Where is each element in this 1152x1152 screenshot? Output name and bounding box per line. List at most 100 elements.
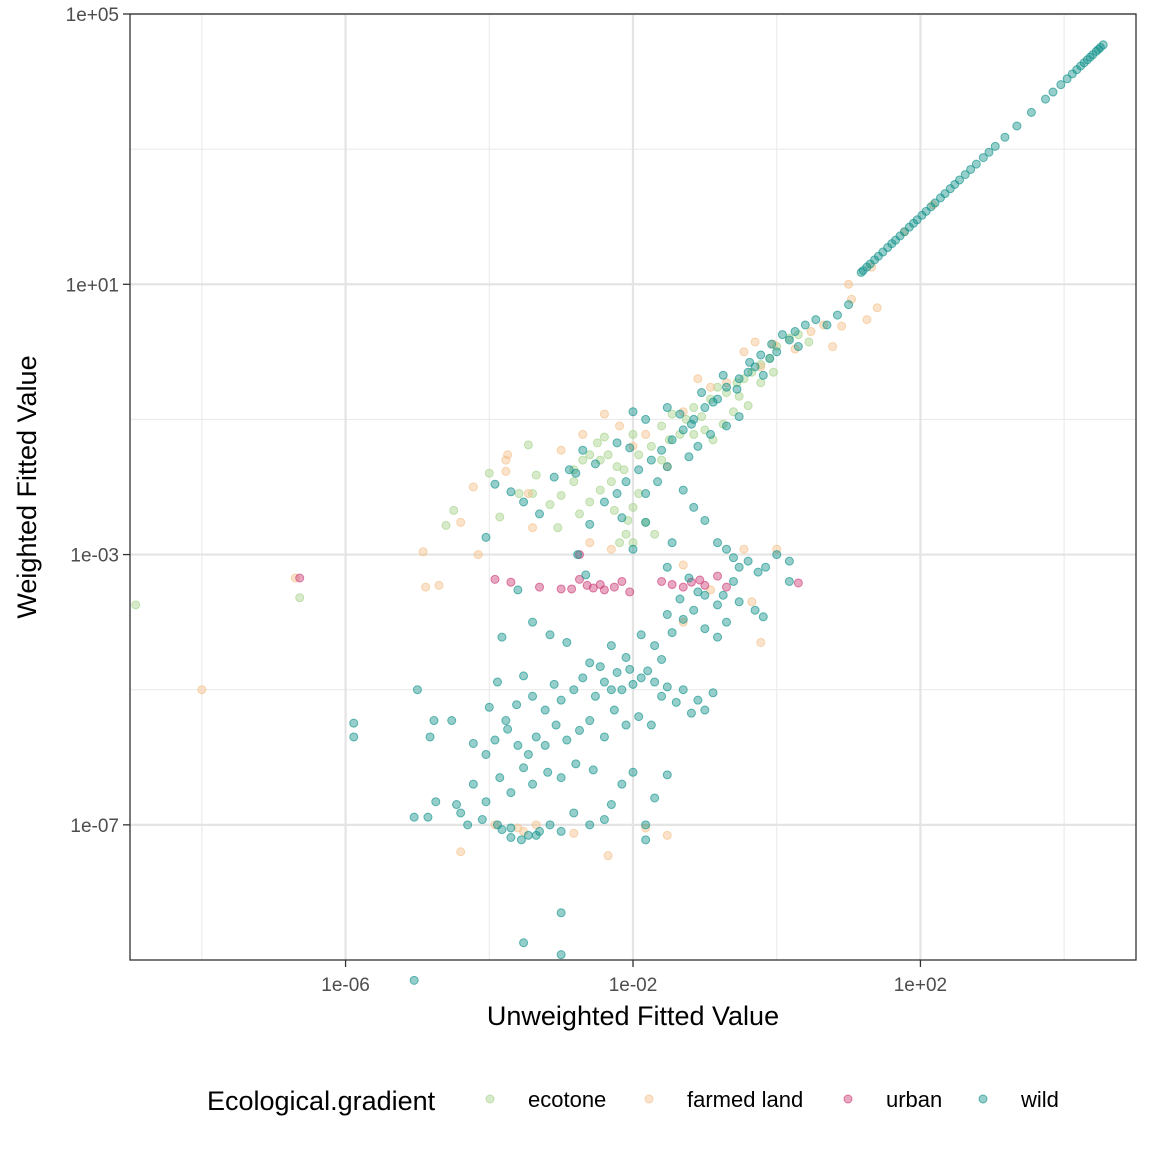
data-point-wild [628, 767, 638, 777]
data-point-wild [678, 485, 688, 495]
data-point-wild [657, 655, 667, 664]
data-point-wild [447, 716, 457, 726]
data-point-wild [756, 350, 766, 360]
data-point-wild [844, 300, 854, 310]
data-point-wild [523, 830, 533, 840]
data-point-wild [497, 632, 507, 642]
data-point-ecotone [484, 468, 494, 478]
legend-key-farmed-land [644, 1094, 654, 1104]
data-point-wild [556, 695, 566, 705]
data-point-wild [519, 671, 529, 681]
data-points [131, 40, 1108, 985]
data-point-urban [657, 576, 667, 586]
data-point-wild [662, 462, 672, 472]
data-point-wild [667, 435, 677, 445]
data-point-wild [1040, 94, 1050, 104]
data-point-ecotone [606, 477, 616, 487]
data-point-farmed-land [641, 429, 651, 439]
data-point-wild [743, 367, 753, 377]
legend-key-urban [843, 1094, 853, 1104]
data-point-wild [700, 515, 710, 525]
data-point-wild [423, 812, 433, 822]
data-point-urban [588, 583, 598, 593]
data-point-wild [628, 407, 638, 417]
data-point-farmed-land [819, 320, 829, 330]
data-point-farmed-land [721, 378, 731, 388]
data-point-ecotone [556, 490, 566, 500]
data-point-wild [573, 550, 583, 560]
data-point-wild [667, 538, 677, 548]
data-point-wild [689, 414, 699, 424]
data-point-wild [772, 550, 782, 560]
data-point-ecotone [804, 337, 814, 347]
legend-label-farmed-land: farmed land [687, 1087, 803, 1112]
data-point-wild [636, 673, 646, 683]
data-point-ecotone [675, 429, 685, 439]
data-point-urban [567, 584, 577, 594]
data-point-farmed-land [501, 455, 511, 465]
data-point-ecotone [592, 438, 602, 448]
data-point-wild [966, 164, 976, 174]
data-point-wild [519, 497, 529, 507]
data-point-wild [700, 624, 710, 634]
data-point-wild [513, 740, 523, 750]
data-point-wild [753, 567, 763, 577]
data-point-farmed-land [490, 820, 500, 830]
data-point-wild [657, 691, 667, 701]
data-point-farmed-land [603, 851, 613, 861]
data-point-wild [1098, 40, 1108, 50]
data-point-wild [650, 641, 660, 651]
data-point-wild [556, 773, 566, 783]
data-point-wild [784, 335, 794, 345]
data-point-wild [641, 820, 651, 830]
data-point-wild [675, 409, 685, 419]
data-point-wild [728, 576, 738, 586]
data-point-wild [657, 445, 667, 455]
data-point-wild [750, 605, 760, 615]
data-point-wild [549, 679, 559, 689]
data-point-wild [617, 513, 627, 523]
data-point-urban [721, 582, 731, 592]
data-point-ecotone [657, 455, 667, 465]
data-point-wild [662, 609, 672, 619]
data-point-ecotone [713, 382, 723, 392]
data-point-wild [684, 452, 694, 462]
data-point-ecotone [131, 600, 141, 610]
data-point-wild [484, 702, 494, 712]
data-point-wild [599, 677, 609, 687]
data-point-urban [506, 577, 516, 587]
data-point-farmed-land [599, 409, 609, 419]
data-point-wild [599, 732, 609, 742]
data-point-farmed-land [501, 466, 511, 476]
data-point-ecotone [646, 441, 656, 451]
data-point-wild [721, 421, 731, 431]
data-point-wild [832, 310, 842, 320]
data-point-farmed-land [739, 347, 749, 357]
data-point-wild [590, 459, 600, 469]
data-point-wild [684, 573, 694, 583]
data-point-wild [556, 826, 566, 836]
data-point-wild [503, 724, 513, 734]
data-point-wild [718, 590, 728, 600]
x-axis-ticks: 1e-06 1e-02 1e+02 [321, 960, 947, 996]
data-point-wild [621, 652, 631, 662]
data-point-wild [772, 347, 782, 357]
data-point-wild [758, 370, 768, 380]
data-point-wild [784, 556, 794, 566]
data-point-wild [463, 820, 473, 830]
data-point-wild [535, 826, 545, 836]
data-point-ecotone [708, 435, 718, 445]
data-point-farmed-land [693, 374, 703, 384]
data-point-wild [477, 815, 487, 825]
data-point-wild [960, 170, 970, 180]
data-point-urban [617, 576, 627, 586]
data-point-wild [734, 412, 744, 422]
data-point-wild [662, 770, 672, 780]
data-point-wild [734, 597, 744, 607]
data-point-wild [646, 720, 656, 730]
data-point-wild [686, 708, 696, 718]
data-point-wild [609, 705, 619, 715]
data-point-wild [540, 705, 550, 715]
data-point-wild [700, 705, 710, 715]
